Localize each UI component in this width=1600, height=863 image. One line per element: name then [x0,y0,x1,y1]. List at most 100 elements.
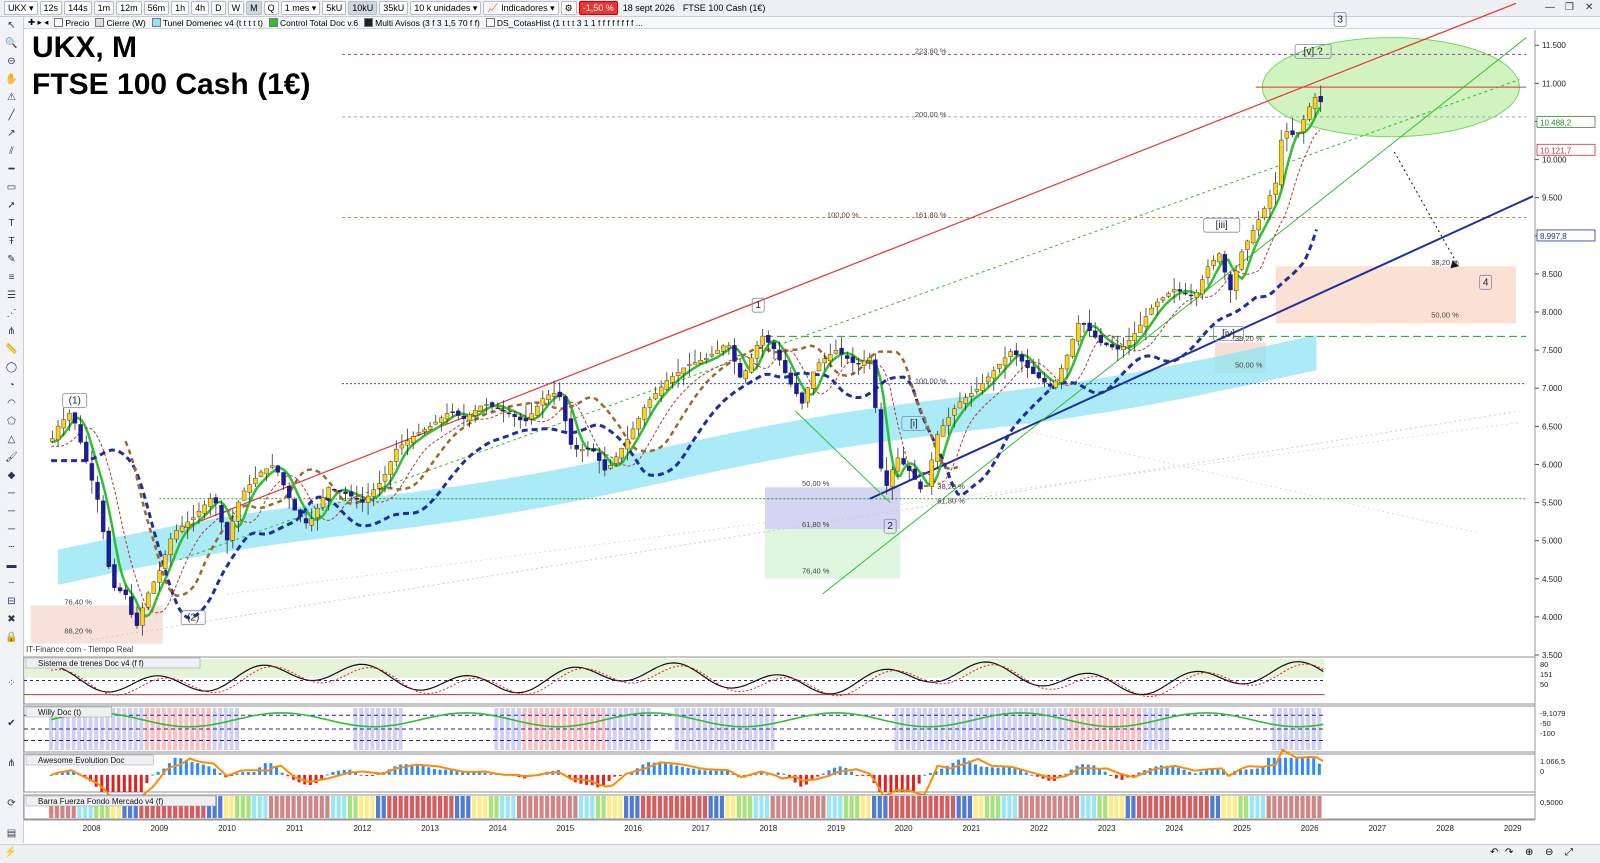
settings-button[interactable]: ⚙ [560,1,577,15]
blue-line-icon[interactable]: ─ [7,524,16,535]
triangle-icon[interactable]: △ [7,434,16,445]
fuerza-bar [1131,796,1136,818]
add-indicator-icon[interactable]: ✚ ▸ ◂ [28,17,49,27]
candle-body [61,419,66,429]
hand-icon[interactable]: ✋ [5,74,18,85]
indicator-control-total[interactable]: Control Total Doc v.6 [269,18,358,28]
line-icon[interactable]: ╱ [8,110,15,121]
red-line-icon[interactable]: ─ [7,506,16,517]
tf-q[interactable]: Q [263,1,279,15]
x-tick-label: 2020 [895,824,913,833]
fuerza-bar [945,796,950,818]
tf-144s[interactable]: 144s [64,1,92,15]
magnet-icon[interactable]: ⋔ [7,758,16,769]
fib-level-label: 38,20 % [1431,258,1459,267]
dotted-line-icon[interactable]: ┈ [8,578,15,589]
ellipse-icon[interactable]: ◯ [5,362,18,373]
ruler-icon[interactable]: 📏 [5,344,18,355]
symbol-selector[interactable]: UKX ▾ [4,1,38,15]
channel-icon[interactable]: ⫽ [9,146,14,157]
arrow-icon[interactable]: ➚ [7,200,16,211]
tf-m[interactable]: M [246,1,262,15]
tf-12m[interactable]: 12m [116,1,142,15]
indicator-tunel[interactable]: Tunel Domenec v4 (t t t t t) [151,18,263,28]
text-box-icon[interactable]: Ŧ [8,236,15,247]
units-selector[interactable]: 10 k unidades ▾ [410,1,482,15]
fibonacci-icon[interactable]: ≡ [8,272,15,283]
awesome-bar [675,765,679,775]
polygon-icon[interactable]: ⬠ [7,416,16,427]
horizontal-line-icon[interactable]: ━ [8,164,15,175]
green-line-icon[interactable]: ─ [7,488,16,499]
fuerza-bar [759,796,764,818]
thick-line-icon[interactable]: ▬ [6,560,17,571]
redo-icon[interactable]: ↷ [1505,847,1514,858]
candle-body [935,434,940,462]
tick-10ku[interactable]: 10kU [348,1,378,15]
pitchfork-icon[interactable]: ⋔ [7,326,16,337]
fuerza-bar [1294,796,1299,818]
minimize-icon[interactable]: — [1545,2,1555,13]
fib-fan-icon[interactable]: ⋰ [6,308,17,319]
tf-4h[interactable]: 4h [191,1,210,15]
rectangle-icon[interactable]: ▭ [6,182,17,193]
candle-body [100,500,106,532]
indicator-multi-avisos[interactable]: Multi Avisos (3 f 3 1,5 70 f f) [364,18,480,28]
layers-icon[interactable]: ▤ [6,828,17,839]
tf-12s[interactable]: 12s [39,1,63,15]
indicator-cotashist[interactable]: DS_CotasHist (1 t t t 3 1 1 f f f f f f … [485,18,643,28]
fuerza-bar [1035,796,1040,818]
delete-drawing-icon[interactable]: ✖ [7,614,16,625]
zoom-icon[interactable]: 🔍 [5,38,18,49]
circle-icon[interactable]: ◔ [8,380,15,391]
candle-body [957,401,963,409]
awesome-bar [607,774,611,782]
level-icon[interactable]: ⊟ [7,596,16,607]
zoom-out-icon[interactable]: ⊖ [7,56,16,67]
tf-1m[interactable]: 1m [93,1,115,15]
dashed-line-icon[interactable]: ┄ [8,542,15,553]
marker-icon[interactable]: ◆ [7,470,16,481]
tf-1h[interactable]: 1h [171,1,190,15]
brush-icon[interactable]: 🖌 [5,452,18,463]
tf-w[interactable]: W [227,1,245,15]
alert-icon[interactable]: ⚠ [7,92,16,103]
zoom-in-icon[interactable]: ⊕ [1525,847,1534,858]
indicator-precio[interactable]: Precio [54,18,89,28]
indicator-cierre[interactable]: Cierre (W) [95,18,146,28]
tf-d[interactable]: D [211,1,226,15]
undo-icon[interactable]: ↶ [1490,847,1499,858]
fuerza-bar [1244,796,1249,818]
lock-icon[interactable]: 🔒 [5,632,18,643]
tf-56m[interactable]: 56m [143,1,170,15]
fit-icon[interactable]: ⤢ [1565,847,1573,858]
period-selector[interactable]: 1 mes ▾ [280,1,321,15]
pattern-icon[interactable]: ⁘ [7,678,16,689]
candle-body [828,354,833,362]
restore-icon[interactable]: ❐ [1565,2,1574,13]
panel-value: 0 [1540,767,1544,776]
candle-body [202,504,207,514]
sync-icon[interactable]: ⟳ [7,798,16,809]
fuerza-bar [1018,796,1023,818]
candle-body [890,469,895,488]
tick-5ku[interactable]: 5kU [322,1,347,15]
check-icon[interactable]: ✔ [7,718,16,729]
candle-body [1245,240,1250,250]
fib-extension-icon[interactable]: ☰ [7,290,16,301]
indicators-button[interactable]: 📈 Indicadores ▾ [483,1,559,15]
candle-body [1002,357,1008,366]
ray-icon[interactable]: ↗ [7,128,16,139]
awesome-bar [833,767,837,775]
logo-icon: ⚡ [4,847,17,858]
text-icon[interactable]: T [8,218,15,229]
arc-icon[interactable]: ◠ [7,398,16,409]
candle-body [1222,254,1228,273]
tick-35ku[interactable]: 35kU [379,1,409,15]
close-icon[interactable]: ✕ [1585,2,1594,13]
zoom-out-bottom-icon[interactable]: ⊖ [1545,847,1554,858]
pen-icon[interactable]: ✎ [7,254,16,265]
awesome-bar [1210,769,1214,775]
cursor-icon[interactable]: ↖ [7,20,16,31]
